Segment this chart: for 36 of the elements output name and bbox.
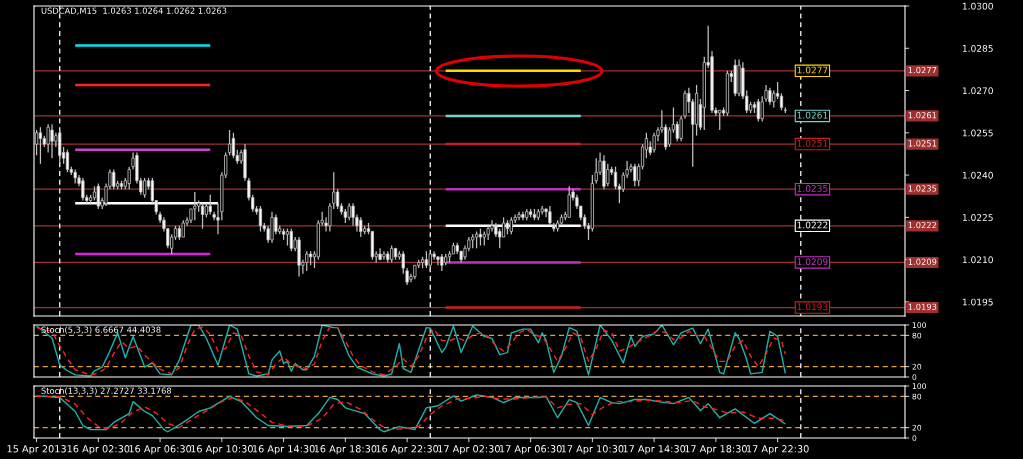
y-tick-label: 1.0285 (962, 45, 993, 52)
annotation: 1.0193 (797, 303, 828, 311)
ref-line-label: 1.0261 (908, 112, 937, 119)
x-tick-label: 17 Apr 02:30 (438, 445, 500, 455)
x-tick-label: 17 Apr 18:30 (685, 445, 747, 455)
ref-line-label: 1.0235 (908, 185, 937, 192)
x-tick-label: 16 Apr 02:30 (67, 445, 130, 455)
x-tick-label: 17 Apr 22:30 (747, 445, 809, 455)
x-tick-label: 16 Apr 06:30 (129, 445, 192, 455)
ref-line-label: 1.0222 (908, 221, 937, 229)
y-tick-label: 1.0195 (962, 298, 993, 306)
x-tick-label: 16 Apr 18:30 (314, 445, 377, 455)
y-tick-label: 1.0240 (962, 171, 993, 179)
x-tick-label: 15 Apr 2013 (7, 445, 66, 455)
ref-line-label: 1.0251 (908, 140, 937, 147)
x-tick-label: 16 Apr 22:30 (376, 445, 439, 455)
annotation: 1.0209 (797, 258, 828, 266)
y-tick-label: 1.0255 (962, 129, 993, 137)
x-tick-label: 16 Apr 10:30 (191, 445, 253, 455)
x-tick-label: 17 Apr 06:30 (499, 445, 562, 455)
x-tick-label: 17 Apr 14:30 (623, 445, 686, 455)
y-tick-label: 1.0300 (962, 2, 993, 10)
y-tick-label: 1.0210 (962, 256, 993, 264)
ref-line-label: 1.0277 (908, 66, 937, 74)
x-tick-label: 17 Apr 10:30 (561, 445, 624, 455)
annotation: 1.0261 (797, 111, 828, 119)
y-tick-label: 1.0225 (962, 214, 993, 221)
annotation: 1.0277 (797, 66, 828, 74)
annotation: 1.0251 (797, 139, 828, 147)
chart-title: USDCAD,M15 1.0263 1.0264 1.0262 1.0263 (41, 7, 227, 15)
annotation: 1.0222 (797, 221, 828, 229)
y-tick-label: 1.0270 (962, 87, 993, 95)
ref-line-label: 1.0193 (908, 303, 937, 310)
x-tick-label: 16 Apr 14:30 (252, 445, 315, 455)
annotation: 1.0235 (797, 184, 828, 192)
ref-line-label: 1.0209 (908, 258, 937, 265)
